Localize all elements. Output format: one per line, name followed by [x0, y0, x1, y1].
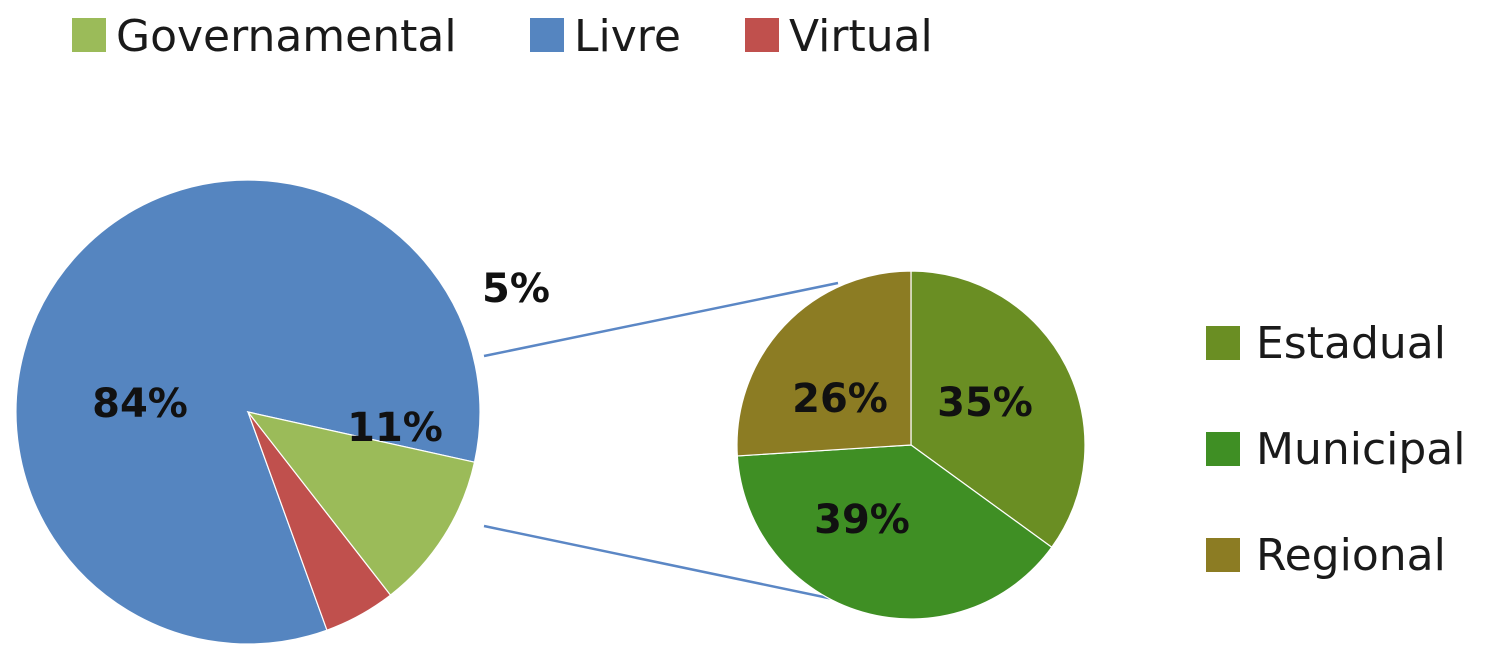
legend-swatch — [72, 18, 106, 52]
label-estadual: 35% — [937, 380, 1033, 426]
legend-swatch — [1206, 432, 1240, 466]
legend-swatch — [1206, 326, 1240, 360]
legend-swatch — [745, 18, 779, 52]
slice-governamental — [246, 411, 476, 596]
legend-item-livre: Livre — [530, 11, 681, 62]
legend-label: Governamental — [116, 11, 457, 62]
breakdown-pie-labels: 35% 39% 26% — [792, 376, 1033, 543]
main-pie-labels: 84% 5% 11% — [92, 266, 550, 451]
legend-swatch — [530, 18, 564, 52]
connector-lines — [483, 281, 839, 602]
connector-line-top — [483, 281, 839, 358]
legend-label: Municipal — [1256, 424, 1466, 475]
main-pie — [15, 179, 481, 645]
main-legend: Governamental Livre Virtual — [72, 11, 933, 62]
legend-label: Virtual — [789, 11, 933, 62]
label-municipal: 39% — [814, 497, 910, 543]
slice-regional — [736, 270, 912, 457]
label-livre: 84% — [92, 381, 188, 427]
slice-municipal — [736, 444, 1053, 620]
label-regional: 26% — [792, 376, 888, 422]
label-virtual: 5% — [482, 266, 550, 312]
slice-estadual — [910, 270, 1086, 549]
legend-label: Regional — [1256, 530, 1446, 581]
legend-item-governamental: Governamental — [72, 11, 457, 62]
legend-item-virtual: Virtual — [745, 11, 933, 62]
legend-item-municipal: Municipal — [1206, 424, 1466, 475]
legend-label: Livre — [574, 11, 681, 62]
legend-label: Estadual — [1256, 318, 1446, 369]
connector-line-bottom — [483, 524, 839, 602]
label-governamental: 11% — [347, 405, 443, 451]
breakdown-pie — [736, 270, 1086, 620]
legend-item-regional: Regional — [1206, 530, 1446, 581]
breakdown-legend: Estadual Municipal Regional — [1206, 318, 1466, 581]
legend-item-estadual: Estadual — [1206, 318, 1446, 369]
legend-swatch — [1206, 538, 1240, 572]
